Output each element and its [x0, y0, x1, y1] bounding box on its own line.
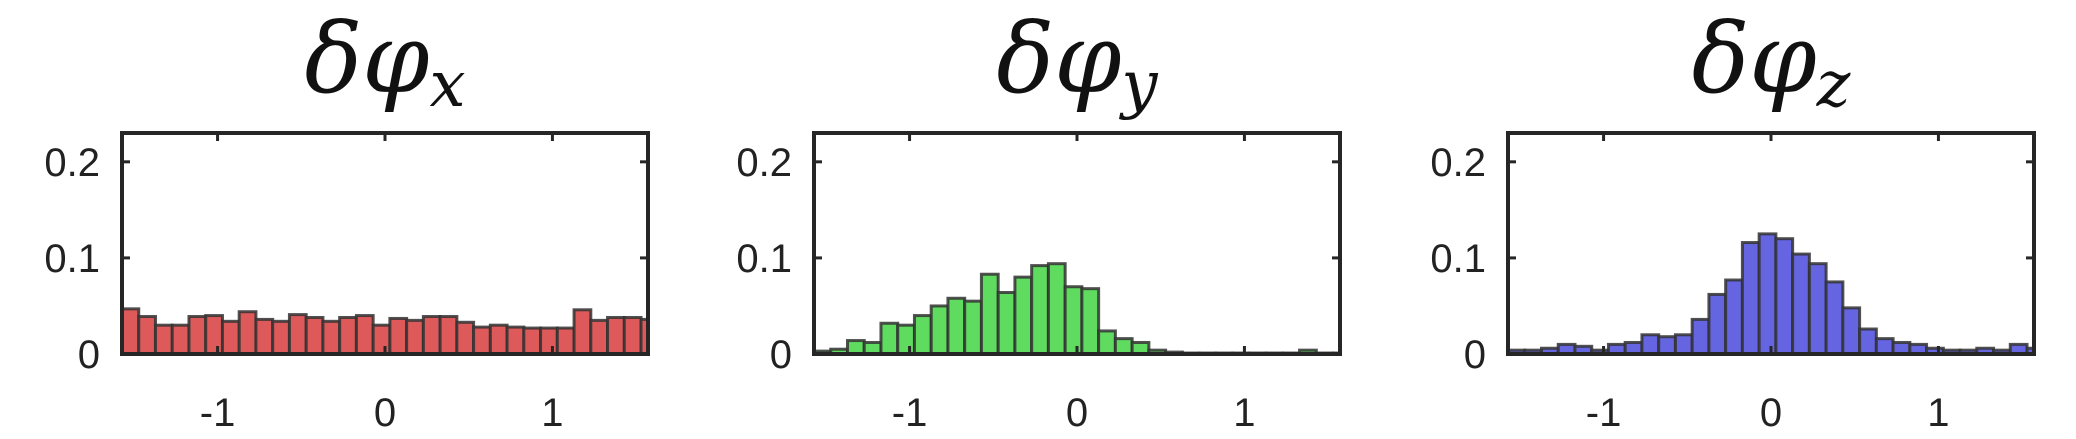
- histogram-bar: [421, 315, 442, 356]
- histogram-bar: [405, 318, 425, 356]
- histogram-bar: [1858, 327, 1878, 356]
- y-tick-label: 0.2: [736, 141, 792, 185]
- panel-title-subscript: x: [429, 48, 465, 122]
- histogram-bar: [1707, 292, 1728, 356]
- histogram-bar: [1113, 337, 1134, 356]
- histogram-bar: [505, 325, 526, 356]
- histogram-bar: [371, 323, 392, 356]
- histogram-bar: [254, 317, 275, 356]
- x-tick-label: 0: [374, 391, 396, 435]
- x-tick-label: 0: [1066, 391, 1088, 435]
- x-tick-label: 1: [541, 391, 563, 435]
- panel-title: δφz: [1692, 3, 1852, 122]
- y-tick-label: 0.1: [736, 237, 792, 281]
- histogram-bar: [220, 319, 241, 356]
- histogram-bar: [237, 310, 258, 356]
- y-tick-label: 0.1: [1430, 237, 1486, 281]
- histogram-bar: [572, 308, 593, 356]
- histogram-bar: [438, 315, 459, 356]
- y-tick-label: 0.2: [1430, 141, 1486, 185]
- histogram-bar: [963, 299, 983, 356]
- x-tick-label: 0: [1760, 391, 1782, 435]
- panel-title: δφy: [996, 3, 1158, 122]
- panel-title-subscript: z: [1816, 48, 1852, 122]
- histogram-bar: [555, 326, 576, 356]
- histogram-bar: [1824, 280, 1845, 356]
- histogram-bar: [1690, 317, 1711, 356]
- histogram-bar: [1640, 333, 1661, 356]
- histogram-bar: [1791, 252, 1811, 356]
- histogram-bar: [1757, 232, 1778, 356]
- histogram-bar: [1013, 275, 1034, 356]
- histogram-panel-phi-y: 0 0.1 0.2 -1 0 1 δφy: [736, 3, 1342, 435]
- histogram-bar: [1080, 287, 1101, 356]
- histogram-bar: [1097, 329, 1117, 356]
- histogram-bar: [271, 319, 291, 356]
- histogram-bar: [589, 318, 610, 356]
- x-tick-label: -1: [1586, 391, 1622, 435]
- histogram-bar: [996, 291, 1017, 356]
- histogram-bar: [522, 326, 543, 356]
- histogram-bar: [845, 339, 866, 356]
- y-tick-label: 0: [78, 333, 100, 377]
- histogram-bar: [120, 307, 141, 356]
- histogram-bar: [137, 315, 157, 356]
- histogram-bar: [338, 315, 358, 356]
- y-tick-label: 0: [1464, 333, 1486, 377]
- histogram-bar: [1657, 335, 1677, 356]
- histogram-bar: [1774, 237, 1795, 356]
- histogram-bar: [979, 272, 1000, 356]
- histogram-bar: [946, 296, 967, 356]
- histogram-panel-phi-x: 0 0.1 0.2 -1 0 1 δφx: [44, 3, 650, 435]
- histogram-bar: [929, 304, 950, 356]
- histogram-bar: [455, 320, 476, 356]
- histogram-bar: [1673, 333, 1694, 356]
- histogram-bar: [488, 323, 509, 356]
- x-tick-label: 1: [1927, 391, 1949, 435]
- histogram-bar: [912, 314, 933, 356]
- histogram-bar: [354, 314, 375, 356]
- histogram-bar: [896, 323, 916, 356]
- histogram-bar: [170, 323, 191, 356]
- y-tick-label: 0: [770, 333, 792, 377]
- histogram-bar: [287, 313, 308, 356]
- histogram-bar: [187, 315, 208, 356]
- x-tick-label: -1: [892, 391, 928, 435]
- histogram-bar: [204, 314, 224, 356]
- histogram-bar: [1046, 262, 1067, 356]
- histogram-bar: [1841, 306, 1862, 356]
- histogram-bar: [153, 323, 174, 356]
- histogram-bar: [879, 321, 900, 356]
- x-tick-label: -1: [200, 391, 236, 435]
- histogram-bar: [1740, 241, 1761, 356]
- panel-title-subscript: y: [1118, 48, 1158, 122]
- y-tick-label: 0.1: [44, 237, 100, 281]
- histogram-panel-phi-z: 0 0.1 0.2 -1 0 1 δφz: [1430, 3, 2036, 435]
- histogram-bar: [539, 326, 559, 356]
- histogram-bar: [321, 319, 342, 356]
- histogram-bar: [1874, 337, 1895, 356]
- histogram-bar: [1063, 285, 1084, 356]
- histogram-bar: [1724, 278, 1744, 356]
- panel-title: δφx: [304, 3, 465, 122]
- histogram-bar: [1807, 262, 1828, 356]
- histogram-bar: [472, 325, 492, 356]
- histogram-bar: [606, 315, 626, 356]
- y-tick-label: 0.2: [44, 141, 100, 185]
- histogram-bar: [622, 315, 643, 356]
- histogram-bar: [304, 315, 325, 356]
- histogram-bar: [388, 316, 409, 356]
- histogram-bar: [1030, 264, 1050, 356]
- x-tick-label: 1: [1233, 391, 1255, 435]
